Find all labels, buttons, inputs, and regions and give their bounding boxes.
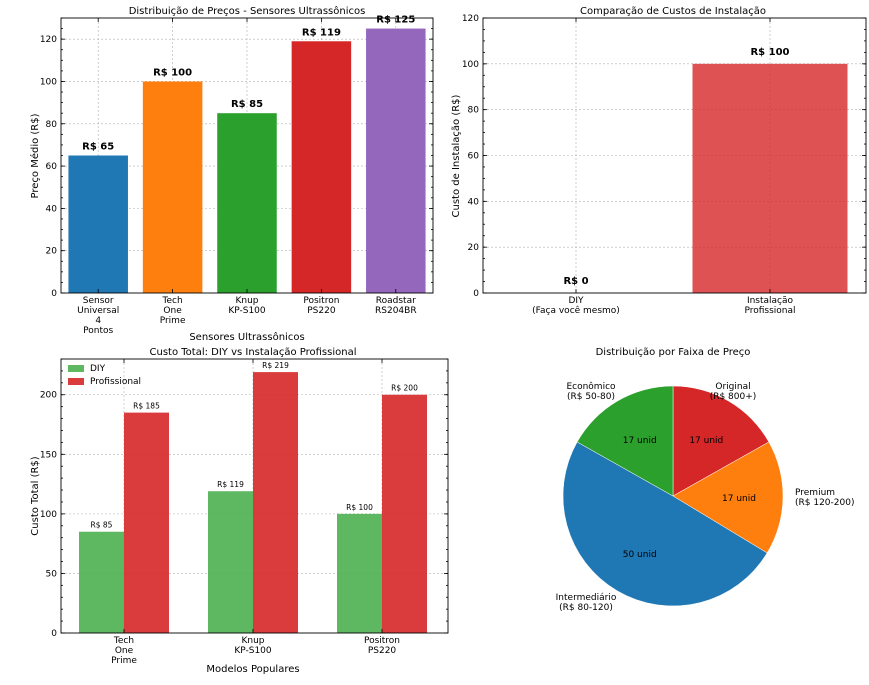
x-tick-label: Roadstar — [376, 296, 416, 306]
y-tick-label: 20 — [468, 243, 480, 253]
x-tick-label: (Faça você mesmo) — [532, 305, 620, 316]
bar-value-label: R$ 219 — [262, 361, 289, 370]
pie-slice-value: 50 unid — [623, 550, 657, 560]
pie-slice-value: 17 unid — [722, 494, 756, 504]
chart-title: Custo Total: DIY vs Instalação Profissio… — [150, 347, 357, 358]
y-tick-label: 40 — [468, 197, 480, 207]
pie-slice-value: 17 unid — [689, 436, 723, 446]
y-tick-label: 0 — [473, 289, 479, 299]
legend-label: DIY — [90, 364, 106, 374]
bar-value-label: R$ 85 — [91, 521, 113, 530]
pie-slice — [672, 385, 770, 497]
y-tick-label: 60 — [46, 162, 58, 172]
x-tick-label: Positron — [364, 636, 400, 646]
pie-slice-label: (R$ 120-200) — [795, 498, 854, 508]
bar-value-label: R$ 119 — [302, 27, 341, 38]
x-tick-label: Positron — [303, 296, 339, 306]
x-tick-label: Universal — [77, 306, 119, 316]
y-tick-label: 80 — [46, 120, 58, 130]
y-tick-label: 20 — [46, 247, 58, 257]
y-tick-label: 50 — [46, 569, 58, 579]
x-axis-label: Modelos Populares — [206, 664, 299, 675]
bar-value-label: R$ 0 — [563, 276, 588, 287]
x-tick-label: DIY — [568, 296, 584, 306]
x-tick-label: One — [115, 646, 134, 656]
pie-slice-label: Original — [715, 382, 750, 392]
y-tick-label: 0 — [51, 629, 57, 639]
y-axis-label: Custo de Instalação (R$) — [451, 94, 462, 217]
x-tick-label: RS204BR — [375, 306, 417, 316]
bar — [382, 394, 427, 633]
x-tick-label: PS220 — [307, 306, 336, 316]
x-tick-label: Pontos — [83, 326, 113, 336]
bar — [68, 155, 128, 293]
bar — [208, 491, 253, 633]
pie-slice — [576, 385, 674, 497]
x-tick-label: KP-S100 — [234, 646, 272, 656]
x-tick-label: Knup — [235, 296, 258, 306]
chart-title: Comparação de Custos de Instalação — [580, 6, 766, 17]
plot-frame — [60, 358, 449, 634]
bar — [291, 41, 352, 294]
pie-slice-label: Intermediário — [556, 593, 617, 603]
x-tick-label: Prime — [160, 316, 186, 326]
bar — [79, 531, 124, 633]
y-axis-label: Preço Médio (R$) — [29, 113, 41, 198]
bar — [337, 513, 382, 633]
x-tick-label: Prime — [111, 656, 137, 666]
bar-value-label: R$ 65 — [82, 142, 114, 153]
bar — [366, 28, 426, 293]
bar-value-label: R$ 200 — [391, 384, 418, 393]
bar-value-label: R$ 85 — [231, 99, 263, 110]
bar — [217, 113, 277, 293]
bar-value-label: R$ 100 — [153, 67, 192, 78]
x-tick-label: Tech — [162, 296, 183, 306]
y-tick-label: 150 — [40, 450, 57, 460]
pie-slice — [672, 441, 784, 554]
bar — [253, 372, 298, 633]
y-tick-label: 200 — [40, 391, 57, 401]
x-tick-label: Sensor — [83, 296, 114, 306]
bar — [124, 412, 169, 633]
x-tick-label: Profissional — [744, 306, 795, 316]
pie-slice — [562, 441, 768, 607]
bar-value-label: R$ 119 — [217, 480, 244, 489]
y-tick-label: 100 — [40, 510, 57, 520]
y-tick-label: 40 — [46, 204, 58, 214]
legend-swatch — [68, 378, 84, 385]
y-tick-label: 60 — [468, 152, 480, 162]
pie-slice-label: (R$ 80-120) — [559, 603, 613, 613]
x-tick-label: PS220 — [368, 646, 397, 656]
legend-swatch — [68, 365, 84, 372]
legend-label: Profissional — [90, 377, 141, 387]
x-tick-label: Tech — [113, 636, 134, 646]
pie-slice-value: 17 unid — [623, 436, 657, 446]
bar — [142, 81, 203, 293]
y-tick-label: 100 — [40, 77, 57, 87]
bar-value-label: R$ 185 — [133, 402, 160, 411]
y-tick-label: 80 — [468, 106, 480, 116]
y-tick-label: 100 — [462, 60, 479, 70]
x-tick-label: Instalação — [747, 296, 794, 306]
bar-value-label: R$ 100 — [346, 503, 373, 512]
bar — [692, 63, 848, 294]
chart-title: Distribuição de Preços - Sensores Ultras… — [129, 5, 366, 17]
chart-title: Distribuição por Faixa de Preço — [596, 347, 751, 358]
x-tick-label: KP-S100 — [228, 306, 266, 316]
x-tick-label: One — [163, 306, 182, 316]
x-axis-label: Sensores Ultrassônicos — [189, 331, 304, 343]
y-axis-label: Custo Total (R$) — [30, 456, 41, 535]
pie-slice-label: (R$ 50-80) — [567, 392, 615, 402]
x-tick-label: 4 — [95, 316, 101, 326]
y-tick-label: 120 — [40, 35, 57, 45]
bar-value-label: R$ 100 — [750, 47, 789, 58]
y-tick-label: 0 — [51, 289, 57, 299]
y-tick-label: 120 — [462, 14, 479, 24]
legend: DIY Profissional — [68, 364, 141, 387]
pie-slice-label: Econômico — [566, 381, 616, 392]
pie-slice-label: Premium — [795, 488, 835, 498]
x-tick-label: Knup — [241, 636, 264, 646]
pie-slice-label: (R$ 800+) — [710, 392, 757, 402]
